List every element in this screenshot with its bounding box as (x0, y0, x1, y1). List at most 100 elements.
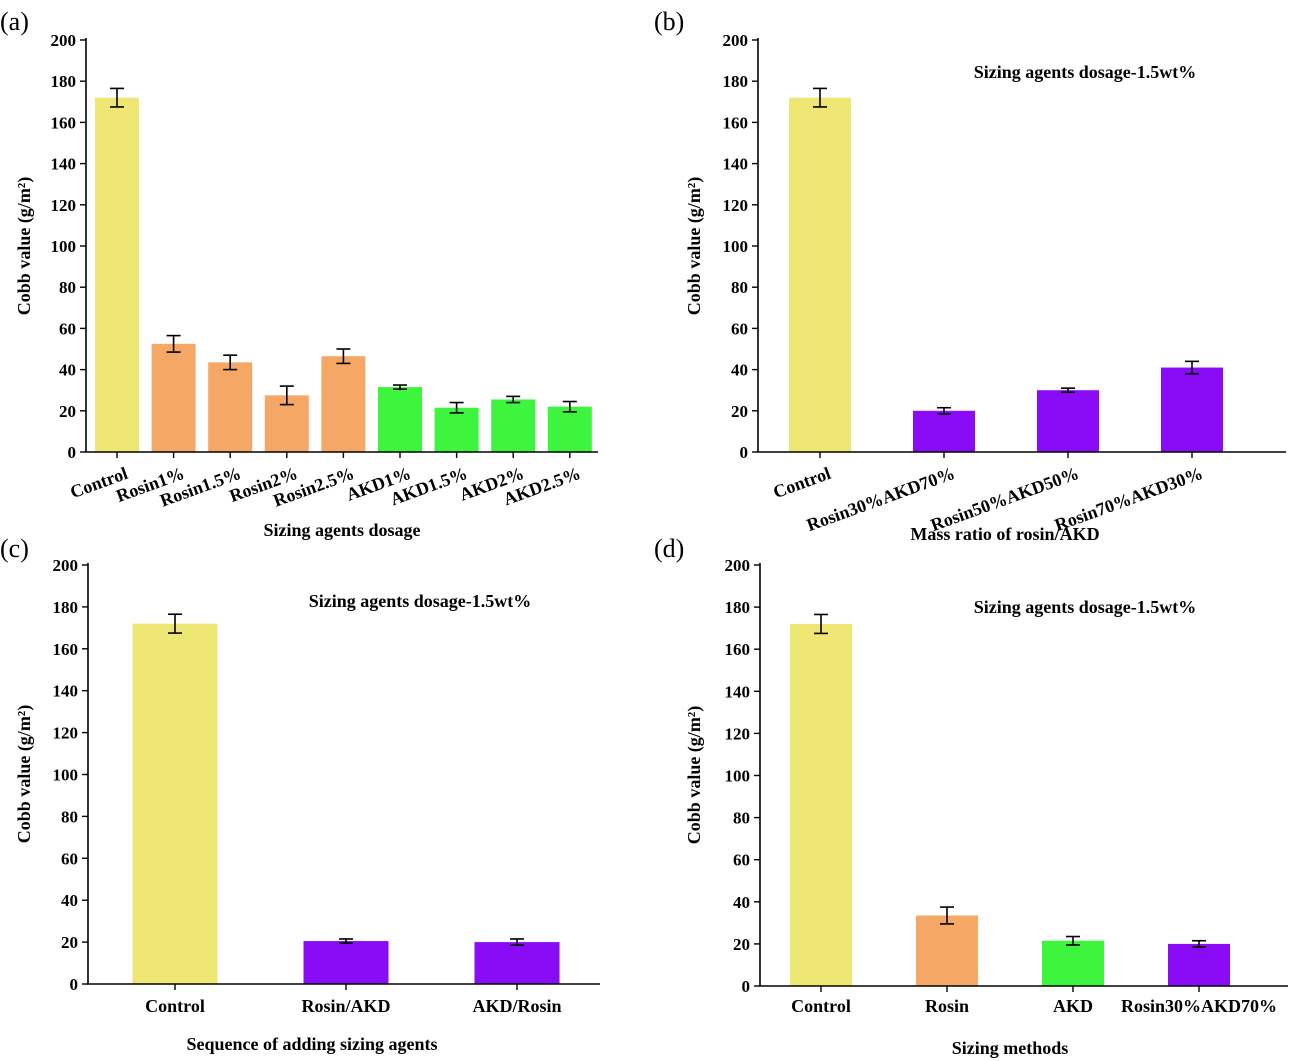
bar-Rosin1% (151, 343, 196, 452)
error-bar-AKD2.5% (562, 400, 577, 413)
y-tick-label: 100 (51, 237, 77, 256)
annotation-text: Sizing agents dosage-1.5wt% (974, 62, 1197, 82)
error-bar-Control (168, 613, 182, 634)
error-bar-Rosin/AKD (339, 938, 353, 944)
error-bar-AKD1.5% (449, 401, 464, 414)
y-tick-label: 0 (742, 977, 751, 996)
y-tick-label: 60 (731, 319, 748, 338)
y-tick-label: 120 (723, 196, 749, 215)
bar-Rosin1.5% (208, 362, 253, 452)
x-tick-label: AKD (1053, 996, 1093, 1016)
y-tick-label: 200 (51, 31, 77, 50)
error-bar-Rosin30%AKD70% (1192, 939, 1206, 948)
error-bar-Rosin2.5% (336, 348, 351, 365)
y-tick-label: 100 (725, 767, 751, 786)
y-tick-label: 40 (731, 361, 748, 380)
error-bar-AKD/Rosin (510, 938, 524, 947)
bar-AKD (1042, 940, 1104, 986)
error-bar-AKD2% (506, 395, 521, 404)
y-tick-label: 180 (725, 598, 751, 617)
bar-AKD1% (378, 387, 422, 452)
bar-Rosin (916, 915, 978, 986)
chart-panel-3: (c) 0 20 40 60 80 100 120 140 160 180 200 Control Ros… (0, 534, 600, 1054)
bar-Control (132, 623, 218, 984)
y-tick-label: 180 (51, 72, 77, 91)
y-tick-label: 200 (723, 31, 749, 50)
y-axis-title: Cobb value (g/m²) (684, 177, 705, 315)
y-tick-label: 60 (59, 319, 76, 338)
y-tick-label: 140 (725, 682, 751, 701)
bar-Control (95, 97, 139, 453)
chart-panel-1: (a)020406080100120140160180200ControlRos… (0, 7, 598, 540)
error-bar-Rosin1% (166, 334, 181, 353)
y-tick-label: 140 (723, 155, 749, 174)
x-tick-label: Rosin (925, 996, 969, 1016)
bar-Control (789, 97, 851, 453)
bar-Rosin30%AKD70% (913, 410, 975, 452)
y-tick-label: 40 (733, 893, 750, 912)
annotation-text: Sizing agents dosage-1.5wt% (309, 591, 532, 611)
error-bar-AKD1% (393, 384, 407, 390)
y-tick-label: 60 (61, 849, 78, 868)
bar-Rosin70%AKD30% (1161, 367, 1223, 452)
y-tick-label: 20 (61, 933, 78, 952)
y-tick-label: 120 (51, 196, 77, 215)
error-bar-Control (814, 613, 828, 635)
x-tick-label: Control (791, 996, 851, 1016)
y-tick-label: 160 (53, 640, 79, 659)
y-tick-label: 60 (733, 851, 750, 870)
y-tick-label: 40 (61, 891, 78, 910)
y-tick-label: 20 (59, 402, 76, 421)
bar-AKD2% (491, 399, 536, 452)
bar-Rosin2.5% (321, 356, 366, 452)
error-bar-Control (110, 87, 124, 108)
y-tick-label: 80 (733, 809, 750, 828)
y-tick-label: 180 (723, 72, 749, 91)
error-bar-Rosin (940, 906, 954, 925)
x-tick-label: AKD/Rosin (472, 996, 561, 1016)
y-tick-label: 140 (53, 682, 79, 701)
x-tick-label: Rosin30%AKD70% (1121, 996, 1277, 1016)
x-axis-title: Sizing agents dosage (263, 520, 420, 540)
y-tick-label: 100 (723, 237, 749, 256)
error-bar-Rosin1.5% (223, 354, 238, 371)
y-tick-label: 20 (733, 935, 750, 954)
y-tick-label: 100 (53, 766, 79, 785)
y-axis-title: Cobb value (g/m²) (14, 177, 35, 315)
panel-letter: (b) (654, 7, 684, 36)
y-axis-title: Cobb value (g/m²) (684, 706, 705, 844)
chart-panel-2: (b)020406080100120140160180200ControlRos… (654, 7, 1286, 544)
bar-AKD2.5% (547, 406, 592, 452)
y-tick-label: 160 (725, 640, 751, 659)
y-tick-label: 0 (740, 443, 749, 462)
y-tick-label: 20 (731, 402, 748, 421)
bar-Rosin50%AKD50% (1037, 390, 1099, 452)
y-tick-label: 0 (70, 975, 79, 994)
bar-AKD/Rosin (474, 942, 560, 984)
y-tick-label: 200 (725, 556, 751, 575)
y-tick-label: 80 (59, 278, 76, 297)
error-bar-Rosin70%AKD30% (1185, 360, 1199, 375)
y-axis-title: Cobb value (g/m²) (14, 705, 35, 843)
panel-letter: (d) (654, 534, 684, 563)
y-tick-label: 140 (51, 155, 77, 174)
y-tick-label: 40 (59, 361, 76, 380)
chart-panel-4: (d) 0 20 40 60 80 100 120 140 160 180 200 Control Ros… (654, 534, 1288, 1058)
x-tick-label: Control (770, 463, 833, 502)
x-tick-label: Control (145, 996, 205, 1016)
x-tick-label: Rosin/AKD (301, 996, 390, 1016)
y-tick-label: 180 (53, 598, 79, 617)
bar-Control (790, 623, 852, 986)
error-bar-Rosin2% (279, 385, 294, 406)
y-tick-label: 160 (723, 113, 749, 132)
error-bar-Rosin50%AKD50% (1061, 387, 1075, 394)
bar-Rosin/AKD (303, 941, 389, 984)
y-tick-label: 120 (53, 724, 79, 743)
x-axis-title: Sequence of adding sizing agents (186, 1034, 437, 1054)
error-bar-Control (813, 87, 827, 108)
panel-letter: (c) (0, 534, 29, 563)
error-bar-Rosin30%AKD70% (937, 406, 951, 415)
panel-letter: (a) (0, 7, 29, 36)
x-axis-title: Sizing methods (952, 1038, 1069, 1058)
